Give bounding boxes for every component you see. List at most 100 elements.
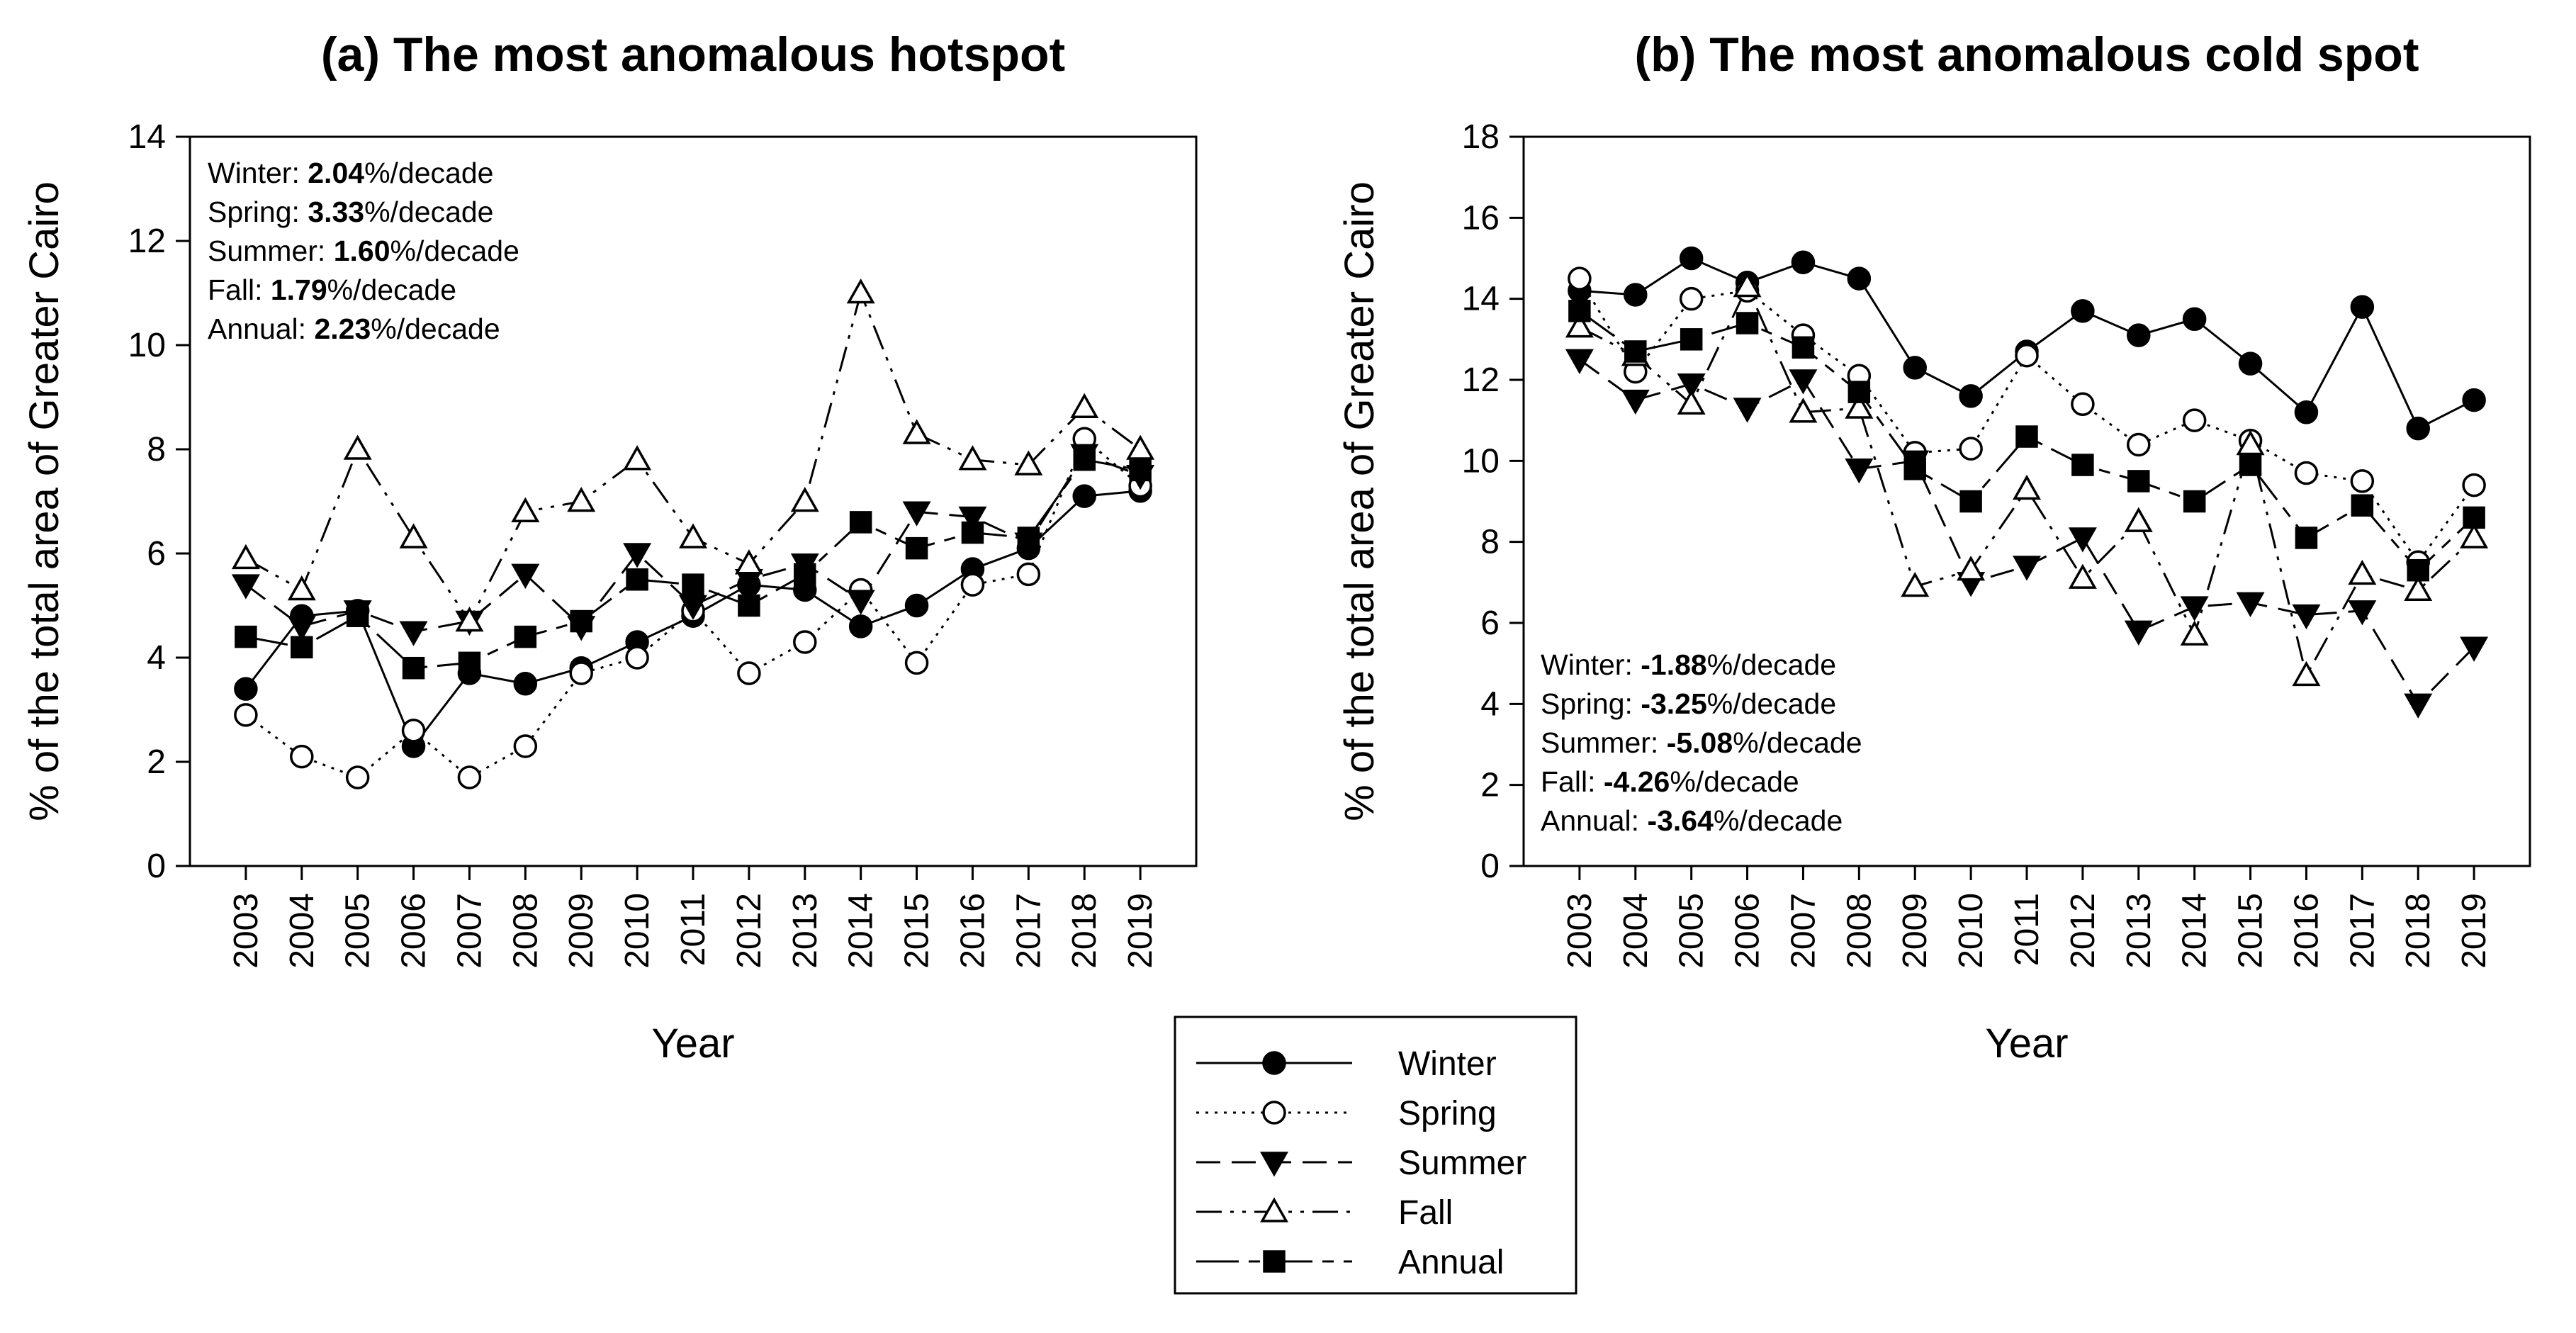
data-point-annual bbox=[1624, 340, 1647, 363]
x-tick-label: 2015 bbox=[2232, 893, 2270, 969]
y-tick-label: 14 bbox=[128, 118, 166, 156]
data-point-annual bbox=[961, 521, 984, 544]
data-point-winter bbox=[2238, 351, 2263, 376]
data-point-winter bbox=[2182, 307, 2207, 331]
trend-annotation: Winter: 2.04%/decade bbox=[208, 157, 493, 189]
y-tick-label: 0 bbox=[1480, 848, 1500, 885]
x-tick-label: 2012 bbox=[2064, 893, 2102, 969]
y-tick-label: 6 bbox=[147, 535, 166, 573]
chart-title: (a) The most anomalous hotspot bbox=[321, 28, 1065, 81]
data-point-annual bbox=[1903, 458, 1926, 480]
data-point-annual bbox=[1129, 459, 1152, 482]
trend-annotation: Summer: 1.60%/decade bbox=[208, 235, 519, 267]
data-point-summer bbox=[1845, 459, 1874, 484]
annotation-value: 2.23 bbox=[314, 313, 371, 345]
data-point-annual bbox=[2183, 490, 2206, 513]
y-tick-label: 10 bbox=[1462, 442, 1500, 480]
x-tick-label: 2006 bbox=[395, 893, 433, 969]
data-point-summer bbox=[1677, 373, 1706, 399]
legend-label-annual: Annual bbox=[1398, 1244, 1504, 1281]
annotation-unit: %/decade bbox=[364, 196, 493, 228]
data-point-winter bbox=[904, 593, 929, 618]
data-point-annual bbox=[2295, 527, 2318, 549]
data-point-winter bbox=[1072, 484, 1096, 508]
data-point-summer bbox=[1733, 398, 1762, 423]
data-point-fall bbox=[1126, 434, 1155, 460]
x-tick-label: 2015 bbox=[899, 893, 936, 969]
annotation-season: Summer: bbox=[208, 235, 334, 267]
data-point-spring bbox=[1568, 266, 1592, 291]
x-tick-label: 2016 bbox=[2288, 893, 2325, 969]
data-point-annual bbox=[738, 594, 760, 617]
annotation-season: Summer: bbox=[1541, 726, 1667, 759]
y-tick-label: 18 bbox=[1462, 118, 1500, 156]
annotation-value: 2.04 bbox=[308, 157, 364, 189]
data-point-fall bbox=[846, 278, 875, 304]
legend-label-summer: Summer bbox=[1398, 1144, 1526, 1182]
y-tick-label: 14 bbox=[1462, 281, 1500, 318]
x-tick-label: 2017 bbox=[1010, 893, 1047, 969]
annotation-season: Spring: bbox=[208, 196, 308, 228]
data-point-winter bbox=[1791, 250, 1816, 274]
data-point-spring bbox=[513, 734, 538, 758]
annotation-unit: %/decade bbox=[1707, 687, 1836, 720]
data-point-fall bbox=[1565, 313, 1594, 338]
data-point-winter bbox=[2462, 388, 2486, 412]
y-axis-label: % of the total area of Greater Cairo bbox=[1337, 181, 1383, 821]
data-point-summer bbox=[287, 616, 316, 641]
chart-panel-b: (b) The most anomalous cold spot 0 2 4 6 8 10 1… bbox=[1337, 28, 2531, 1067]
x-tick-label: 2006 bbox=[1729, 893, 1767, 969]
annotation-unit: %/decade bbox=[1707, 648, 1836, 681]
annotation-value: 1.60 bbox=[334, 235, 390, 267]
data-point-spring bbox=[793, 630, 817, 654]
data-point-winter bbox=[848, 614, 873, 639]
y-axis-label: % of the total area of Greater Cairo bbox=[21, 181, 67, 821]
data-point-annual bbox=[2239, 454, 2262, 476]
data-point-summer bbox=[1789, 369, 1818, 395]
trend-annotation: Summer: -5.08%/decade bbox=[1541, 726, 1862, 759]
annotation-value: -4.26 bbox=[1604, 765, 1670, 798]
data-point-spring bbox=[2182, 408, 2207, 432]
data-point-spring bbox=[625, 646, 649, 670]
data-point-fall bbox=[623, 445, 652, 471]
data-point-winter bbox=[513, 672, 538, 696]
annotation-unit: %/decade bbox=[1733, 726, 1862, 759]
data-point-fall bbox=[1014, 450, 1043, 476]
chart-panel-a: (a) The most anomalous hotspot 0 2 4 6 8 10 12 1… bbox=[21, 28, 1198, 1067]
data-point-spring bbox=[2350, 469, 2375, 493]
x-tick-label: 2013 bbox=[787, 893, 824, 969]
data-point-annual bbox=[849, 511, 872, 534]
data-point-fall bbox=[1677, 389, 1706, 415]
data-point-spring bbox=[2071, 392, 2095, 417]
x-tick-label: 2011 bbox=[675, 893, 712, 966]
data-point-annual bbox=[1847, 381, 1871, 403]
data-point-fall bbox=[2068, 563, 2097, 589]
data-point-annual bbox=[2463, 506, 2485, 529]
data-point-annual bbox=[235, 625, 257, 648]
y-tick-label: 8 bbox=[147, 431, 166, 468]
y-tick-label: 16 bbox=[1462, 199, 1500, 237]
data-point-fall bbox=[1733, 271, 1762, 298]
data-point-winter bbox=[2350, 295, 2375, 319]
x-axis-label: Year bbox=[651, 1020, 734, 1067]
x-tick-label: 2017 bbox=[2344, 893, 2381, 969]
x-tick-label: 2009 bbox=[1896, 893, 1934, 969]
data-point-annual bbox=[794, 563, 816, 586]
data-point-spring bbox=[2015, 343, 2039, 368]
y-tick-label: 6 bbox=[1480, 604, 1500, 642]
annotation-unit: %/decade bbox=[1714, 804, 1843, 837]
legend-marker-annual bbox=[1263, 1250, 1286, 1273]
annotation-season: Winter: bbox=[208, 157, 308, 189]
data-point-spring bbox=[2294, 461, 2319, 485]
data-point-spring bbox=[1959, 437, 1983, 461]
annotation-unit: %/decade bbox=[390, 235, 519, 267]
x-tick-label: 2019 bbox=[2456, 893, 2493, 969]
y-tick-label: 10 bbox=[128, 327, 166, 364]
data-point-summer bbox=[2460, 636, 2489, 662]
x-tick-label: 2014 bbox=[843, 893, 880, 969]
x-tick-label: 2004 bbox=[283, 893, 321, 969]
x-tick-label: 2010 bbox=[619, 893, 656, 969]
x-tick-label: 2012 bbox=[731, 893, 768, 969]
series-line-annual bbox=[1579, 310, 2475, 572]
